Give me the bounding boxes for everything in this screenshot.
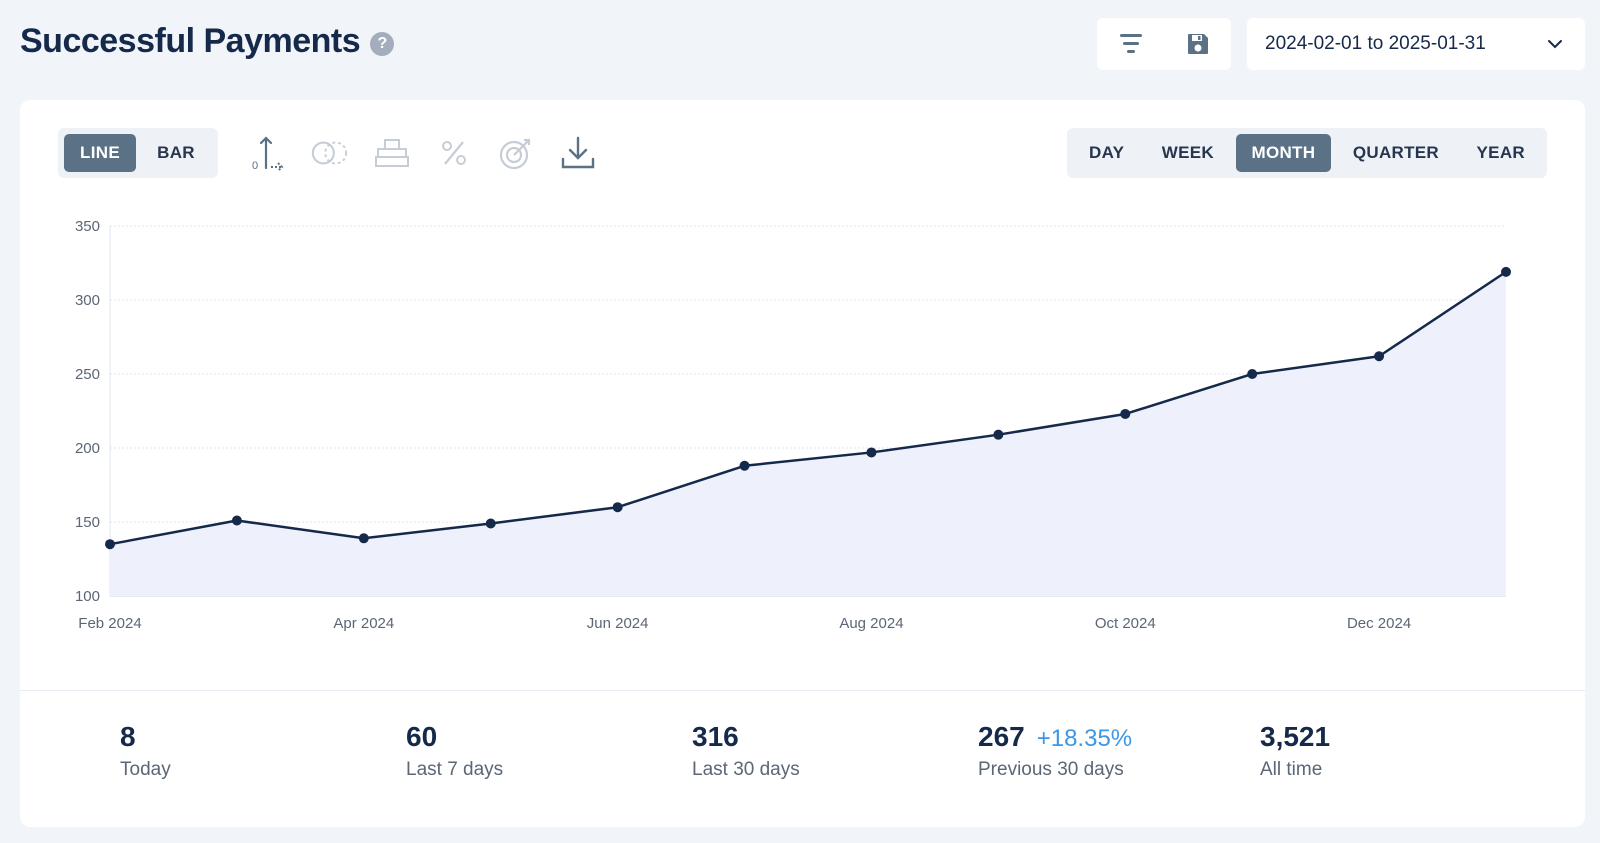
x-tick-label: Oct 2024 xyxy=(1095,615,1156,632)
data-point xyxy=(612,502,623,513)
stat-last-7-days: 60 Last 7 days xyxy=(406,721,503,781)
stats-divider xyxy=(20,690,1585,691)
stats-row: 8 Today 60 Last 7 days 316 Last 30 days … xyxy=(20,691,1585,827)
page-header: Successful Payments ? 2024-02-01 to 2025… xyxy=(0,0,1600,90)
filter-button[interactable] xyxy=(1111,24,1151,64)
chart-card: LINE BAR 0 xyxy=(20,100,1585,827)
x-tick-label: Feb 2024 xyxy=(78,615,141,632)
data-point xyxy=(1374,351,1385,362)
stack-button[interactable] xyxy=(372,133,412,173)
payments-line-chart: 100 150 200 250 300 350 Feb 2024 Apr 2024 Jun 20… xyxy=(75,218,1511,632)
interval-quarter-button[interactable]: QUARTER xyxy=(1352,143,1440,162)
interval-day-button[interactable]: DAY xyxy=(1089,143,1125,162)
data-point xyxy=(1120,408,1131,419)
stack-icon xyxy=(375,139,409,167)
series-line xyxy=(109,270,1507,546)
line-chart-button[interactable]: LINE xyxy=(64,134,136,172)
y-tick-label: 300 xyxy=(75,292,100,309)
date-range-picker[interactable]: 2024-02-01 to 2025-01-31 xyxy=(1247,18,1585,70)
data-point xyxy=(866,447,877,458)
stat-value: 8 xyxy=(120,721,136,752)
stat-value: 3,521 xyxy=(1260,721,1331,752)
stat-value: 60 xyxy=(406,721,438,752)
y-tick-label: 250 xyxy=(75,366,100,383)
interval-week-button[interactable]: WEEK xyxy=(1161,143,1214,162)
data-point xyxy=(358,533,369,544)
stat-label: Last 30 days xyxy=(692,759,800,780)
page-title: Successful Payments ? xyxy=(20,22,395,61)
y-tick-label: 100 xyxy=(75,588,100,605)
filter-lines-icon xyxy=(1119,34,1142,53)
stat-label: Previous 30 days xyxy=(978,759,1124,780)
interval-toggle: DAY WEEK MONTH QUARTER YEAR xyxy=(1067,128,1547,178)
question-circle-icon[interactable]: ? xyxy=(370,31,395,56)
stat-today: 8 Today xyxy=(120,721,171,781)
stat-all-time: 3,521 All time xyxy=(1260,721,1330,781)
stat-value: 316 xyxy=(692,721,739,752)
x-tick-label: Aug 2024 xyxy=(839,615,903,632)
x-tick-label: Dec 2024 xyxy=(1347,615,1411,632)
interval-month-button[interactable]: MONTH xyxy=(1235,134,1332,172)
x-tick-label: Jun 2024 xyxy=(587,615,649,632)
stat-label: Today xyxy=(120,759,171,780)
data-point xyxy=(485,518,496,529)
percent-button[interactable] xyxy=(434,133,474,173)
stat-previous-30-days: 267 +18.35% Previous 30 days xyxy=(978,721,1132,781)
compare-circles-icon xyxy=(311,141,348,165)
floppy-disk-icon xyxy=(1187,34,1208,54)
y-tick-label: 200 xyxy=(75,440,100,457)
interval-year-button[interactable]: YEAR xyxy=(1476,143,1525,162)
chart-type-toggle: LINE BAR xyxy=(58,128,218,178)
chart-tools: 0 xyxy=(248,128,598,178)
bar-chart-button[interactable]: BAR xyxy=(157,143,195,162)
data-point xyxy=(105,539,115,550)
header-tool-group xyxy=(1097,18,1231,70)
x-tick-label: Apr 2024 xyxy=(333,615,394,632)
y-tick-label: 350 xyxy=(75,218,100,235)
compare-button[interactable] xyxy=(310,133,350,173)
stat-last-30-days: 316 Last 30 days xyxy=(692,721,800,781)
download-button[interactable] xyxy=(558,133,598,173)
stat-change-badge: +18.35% xyxy=(1036,725,1133,752)
download-icon xyxy=(561,136,595,169)
target-icon xyxy=(499,138,531,170)
data-point xyxy=(739,460,750,471)
axis-button[interactable]: 0 xyxy=(248,133,288,173)
save-report-button[interactable] xyxy=(1178,24,1218,64)
data-point xyxy=(1501,266,1511,277)
date-range-value: 2024-02-01 to 2025-01-31 xyxy=(1265,33,1486,54)
stat-label: All time xyxy=(1260,759,1323,780)
data-point xyxy=(231,515,242,526)
data-point xyxy=(993,429,1004,440)
goal-button[interactable] xyxy=(496,133,536,173)
chevron-down-icon xyxy=(1548,40,1562,49)
stat-value: 267 +18.35% xyxy=(978,721,1133,752)
svg-text:0: 0 xyxy=(252,160,258,172)
stat-label: Last 7 days xyxy=(406,759,504,780)
axis-icon: 0 xyxy=(252,136,284,172)
series-area xyxy=(110,271,1506,596)
data-point xyxy=(1247,369,1258,379)
y-tick-label: 150 xyxy=(75,514,100,531)
percent-icon xyxy=(442,141,466,165)
page-title-text: Successful Payments xyxy=(20,22,361,60)
